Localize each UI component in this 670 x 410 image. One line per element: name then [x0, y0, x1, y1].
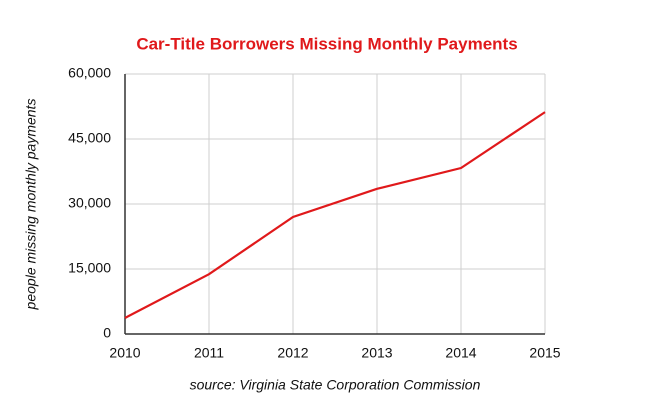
x-tick-label: 2015: [529, 345, 560, 361]
x-tick-label: 2011: [194, 345, 224, 361]
source-note: source: Virginia State Corporation Commi…: [190, 377, 481, 393]
y-axis-label: people missing monthly payments: [23, 99, 39, 311]
y-tick-label: 30,000: [68, 195, 111, 211]
x-tick-label: 2014: [445, 345, 476, 361]
data-line: [124, 111, 546, 319]
chart-title: Car-Title Borrowers Missing Monthly Paym…: [136, 34, 517, 53]
x-tick-label: 2010: [109, 345, 140, 361]
x-tick-label: 2013: [361, 345, 392, 361]
y-tick-label: 0: [103, 325, 111, 341]
y-tick-label: 15,000: [68, 260, 111, 276]
y-tick-label: 60,000: [68, 65, 111, 81]
x-tick-label: 2012: [277, 345, 308, 361]
y-tick-label: 45,000: [68, 130, 111, 146]
